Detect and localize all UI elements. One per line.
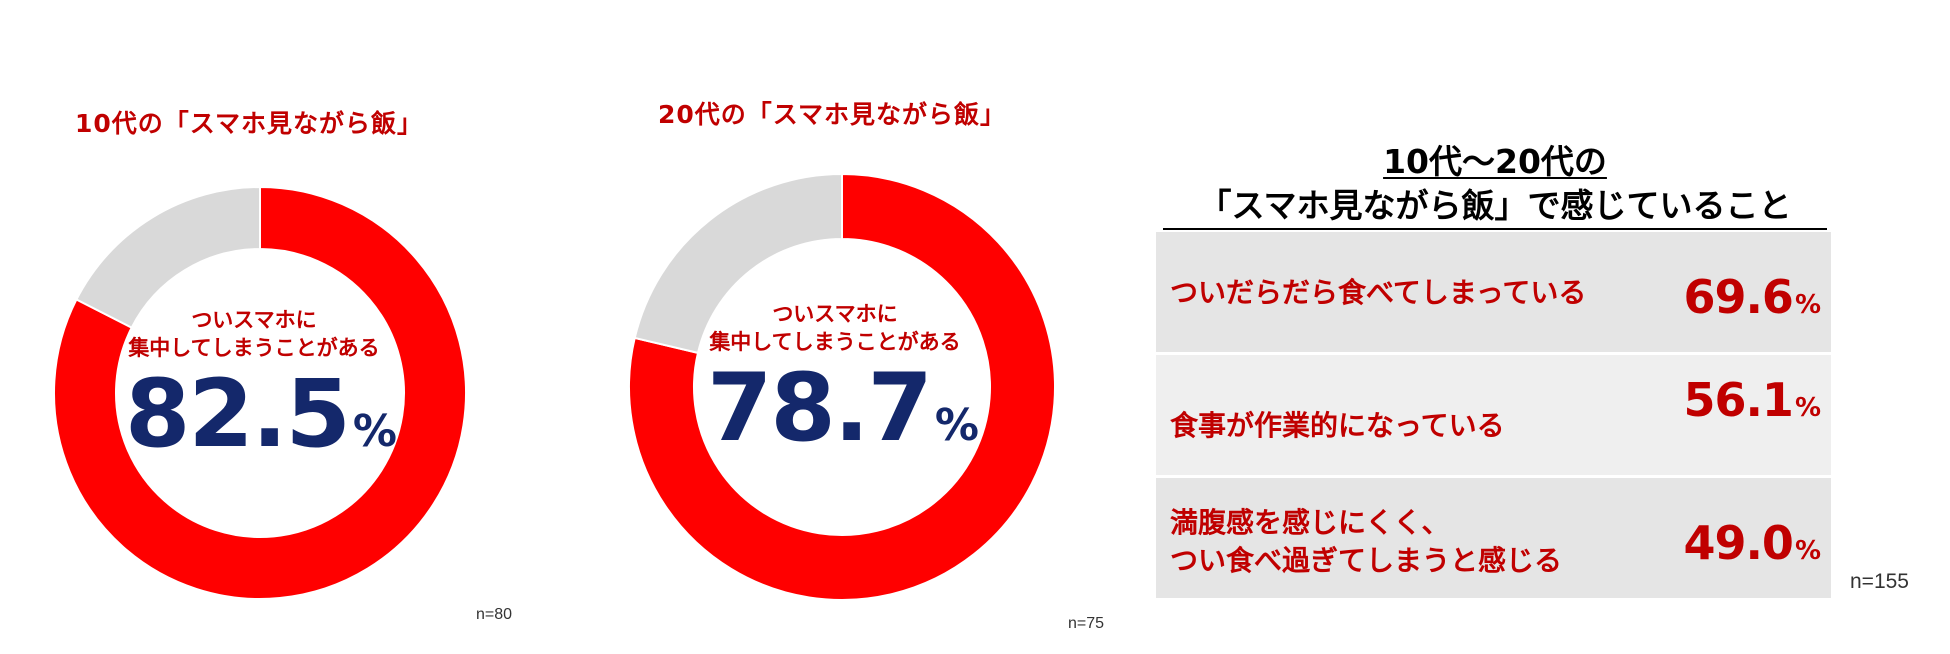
table-row: 満腹感を感じにくく、つい食べ過ぎてしまうと感じる 49.0% — [1156, 478, 1831, 598]
row-label: ついだらだら食べてしまっている — [1170, 274, 1586, 312]
center-caption-line-1: ついスマホに — [191, 308, 317, 332]
donut-slice-main — [628, 172, 1056, 601]
row-value-unit: % — [1794, 536, 1821, 566]
chart-title: 20代の「スマホ見ながら飯」 — [657, 100, 1007, 129]
donut-chart-teens: 10代の「スマホ見ながら飯」 ついスマホに 集中してしまうことがある 82.5%… — [0, 0, 560, 654]
center-value: 82.5% — [125, 368, 397, 462]
row-value: 56.1% — [1683, 377, 1821, 423]
center-value-unit: % — [352, 406, 398, 457]
center-caption-line-1: ついスマホに — [772, 302, 898, 326]
row-value: 49.0% — [1683, 520, 1821, 566]
row-label: 満腹感を感じにくく、つい食べ過ぎてしまうと感じる — [1170, 504, 1562, 580]
center-value: 78.7% — [707, 362, 979, 456]
center-caption-line-2: 集中してしまうことがある — [709, 330, 961, 354]
center-caption-line-2: 集中してしまうことがある — [128, 336, 380, 360]
center-value-number: 82.5 — [124, 360, 351, 469]
sample-size-label: n=80 — [476, 606, 513, 623]
center-value-number: 78.7 — [706, 354, 933, 463]
center-value-unit: % — [934, 400, 980, 451]
row-label: 食事が作業的になっている — [1170, 407, 1505, 445]
donut-slice-main — [53, 185, 467, 600]
row-label-line: 食事が作業的になっている — [1170, 409, 1505, 442]
ranking-title-line-1-text: 10代〜20代の — [1383, 142, 1607, 181]
row-label-line: つい食べ過ぎてしまうと感じる — [1170, 544, 1563, 577]
row-value: 69.6% — [1683, 274, 1821, 320]
table-row: 食事が作業的になっている 56.1% — [1156, 355, 1831, 475]
row-value-number: 49.0 — [1683, 516, 1793, 570]
row-value-unit: % — [1794, 290, 1821, 320]
row-label-line: 満腹感を感じにくく、 — [1170, 506, 1450, 539]
ranking-table: 10代〜20代の 「スマホ見ながら飯」で感じていること ついだらだら食べてしまっ… — [1155, 140, 1950, 654]
sample-size-label: n=155 — [1850, 570, 1909, 593]
donut-slice-remainder — [633, 172, 843, 355]
center-caption: ついスマホに 集中してしまうことがある — [709, 300, 960, 356]
ranking-title-line-2: 「スマホ見ながら飯」で感じていること — [1198, 186, 1792, 225]
donut-svg — [53, 185, 467, 600]
donut-chart-twenties: 20代の「スマホ見ながら飯」 ついスマホに 集中してしまうことがある 78.7%… — [560, 0, 1140, 654]
row-value-number: 69.6 — [1683, 270, 1793, 324]
sample-size-label: n=75 — [1068, 615, 1105, 632]
donut-svg — [628, 172, 1056, 601]
ranking-title-line-1: 10代〜20代の — [1163, 140, 1827, 184]
ranking-title-underline — [1163, 228, 1827, 230]
table-row: ついだらだら食べてしまっている 69.6% — [1156, 232, 1831, 352]
row-value-unit: % — [1794, 393, 1821, 423]
row-value-number: 56.1 — [1683, 373, 1793, 427]
donut-slice-remainder — [75, 185, 261, 329]
row-label-line: ついだらだら食べてしまっている — [1170, 276, 1587, 309]
center-caption: ついスマホに 集中してしまうことがある — [128, 306, 379, 362]
chart-title: 10代の「スマホ見ながら飯」 — [74, 109, 424, 138]
